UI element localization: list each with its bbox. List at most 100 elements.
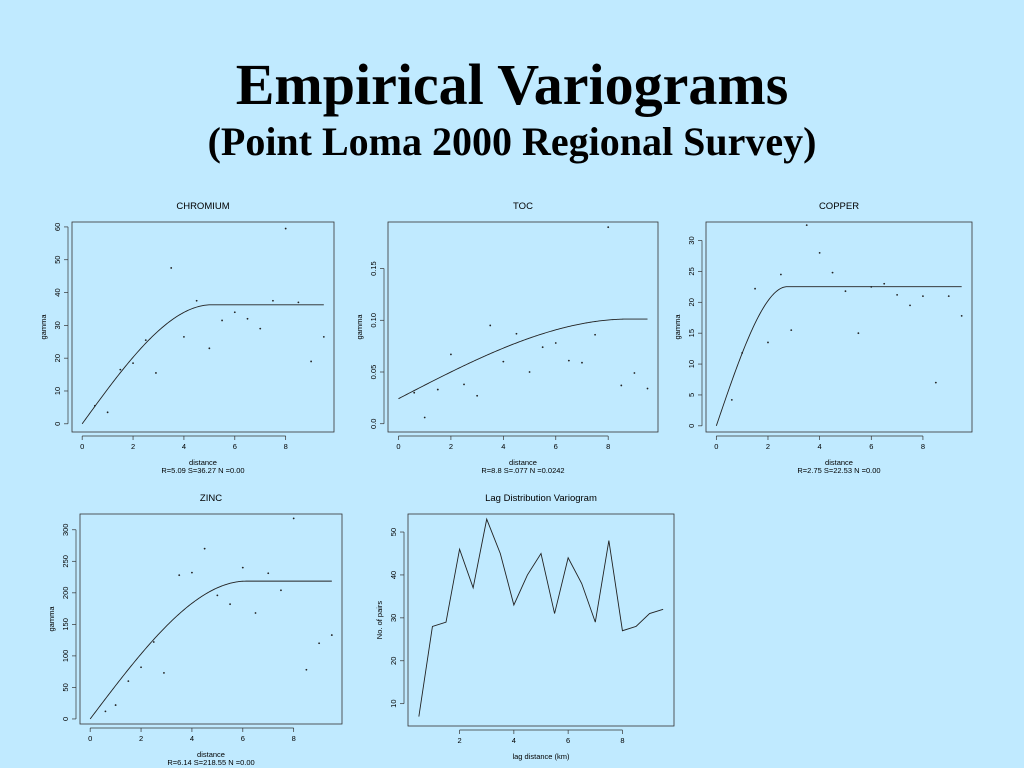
x-tick-label: 0 <box>714 442 718 451</box>
y-tick-label: 10 <box>53 387 62 395</box>
model-curve <box>81 304 324 425</box>
data-point <box>203 547 206 550</box>
series-line <box>418 517 664 717</box>
data-point <box>934 381 937 384</box>
y-tick-label: 150 <box>61 618 70 631</box>
data-point <box>246 317 249 320</box>
data-point <box>305 668 308 671</box>
data-point <box>144 339 147 342</box>
x-tick-label: 8 <box>284 442 288 451</box>
data-point <box>567 359 570 362</box>
x-tick-label: 0 <box>88 734 92 743</box>
data-point <box>229 603 231 606</box>
model-curve <box>715 286 962 426</box>
y-axis-label: No. of pairs <box>375 601 384 640</box>
data-point <box>857 332 860 335</box>
data-point <box>818 251 821 254</box>
data-point <box>267 572 270 575</box>
data-point <box>805 224 808 226</box>
data-point <box>152 641 155 643</box>
data-point <box>423 416 426 419</box>
model-parameters-caption: R=2.75 S=22.53 N =0.00 <box>797 466 880 475</box>
data-point <box>844 290 847 293</box>
data-point <box>947 295 950 298</box>
x-axis-label: distance <box>189 458 217 467</box>
y-tick-label: 0 <box>687 424 696 428</box>
x-tick-label: 6 <box>869 442 873 451</box>
y-tick-label: 15 <box>687 329 696 337</box>
data-point <box>502 360 505 363</box>
y-tick-label: 40 <box>389 571 398 579</box>
x-tick-label: 6 <box>233 442 237 451</box>
y-tick-label: 30 <box>53 321 62 329</box>
data-point <box>183 335 185 338</box>
y-tick-label: 0.15 <box>369 261 378 276</box>
y-tick-label: 5 <box>687 393 696 397</box>
x-axis-label: distance <box>825 458 853 467</box>
x-axis-label: distance <box>509 458 537 467</box>
model-parameters-caption: R=8.8 S=.077 N =0.0242 <box>481 466 564 475</box>
model-parameters-caption: R=6.14 S=218.55 N =0.00 <box>167 758 254 767</box>
data-point <box>476 394 479 397</box>
data-point <box>284 227 287 230</box>
x-tick-label: 2 <box>131 442 135 451</box>
data-point <box>463 383 465 386</box>
page-title: Empirical Variograms <box>235 52 789 117</box>
data-point <box>297 301 300 304</box>
x-tick-label: 8 <box>921 442 925 451</box>
data-point <box>896 293 899 296</box>
data-point <box>528 371 531 373</box>
x-tick-label: 4 <box>818 442 822 451</box>
y-tick-label: 25 <box>687 267 696 275</box>
y-tick-label: 50 <box>53 256 62 264</box>
data-point <box>221 319 223 322</box>
x-tick-label: 6 <box>241 734 245 743</box>
y-tick-label: 50 <box>61 683 70 691</box>
data-point <box>754 287 756 290</box>
data-point <box>114 704 117 706</box>
data-point <box>254 612 257 614</box>
x-axis-label: lag distance (km) <box>512 752 570 761</box>
y-tick-label: 250 <box>61 555 70 568</box>
page-subtitle: (Point Loma 2000 Regional Survey) <box>207 119 817 164</box>
data-point <box>155 372 157 374</box>
data-point <box>779 273 782 276</box>
data-point <box>272 299 274 302</box>
data-point <box>119 368 122 371</box>
x-tick-label: 4 <box>512 736 516 745</box>
x-tick-label: 0 <box>80 442 84 451</box>
plot-frame <box>387 221 659 433</box>
data-point <box>767 341 769 344</box>
data-point <box>730 398 733 401</box>
y-tick-label: 0.05 <box>369 365 378 380</box>
chart-title: CHROMIUM <box>176 201 229 212</box>
data-point <box>541 346 544 349</box>
data-point <box>922 295 924 298</box>
y-tick-label: 0 <box>61 717 70 721</box>
y-axis-label: gamma <box>673 314 682 340</box>
data-point <box>413 391 416 394</box>
data-point <box>450 353 452 356</box>
data-point <box>633 372 636 374</box>
data-point <box>322 335 325 338</box>
y-tick-label: 30 <box>687 236 696 244</box>
model-curve <box>89 580 332 720</box>
data-point <box>883 282 886 285</box>
data-point <box>515 332 518 335</box>
y-tick-label: 300 <box>61 524 70 537</box>
plot-frame <box>71 221 335 433</box>
data-point <box>909 304 911 307</box>
data-point <box>594 333 596 336</box>
chart-title: Lag Distribution Variogram <box>485 493 597 504</box>
data-point <box>259 327 262 330</box>
data-point <box>216 594 219 597</box>
data-point <box>191 571 193 574</box>
data-point <box>208 347 211 350</box>
data-point <box>195 299 198 302</box>
data-point <box>280 589 282 592</box>
y-tick-label: 20 <box>687 298 696 306</box>
y-tick-label: 0.0 <box>369 419 378 429</box>
data-point <box>646 387 649 390</box>
